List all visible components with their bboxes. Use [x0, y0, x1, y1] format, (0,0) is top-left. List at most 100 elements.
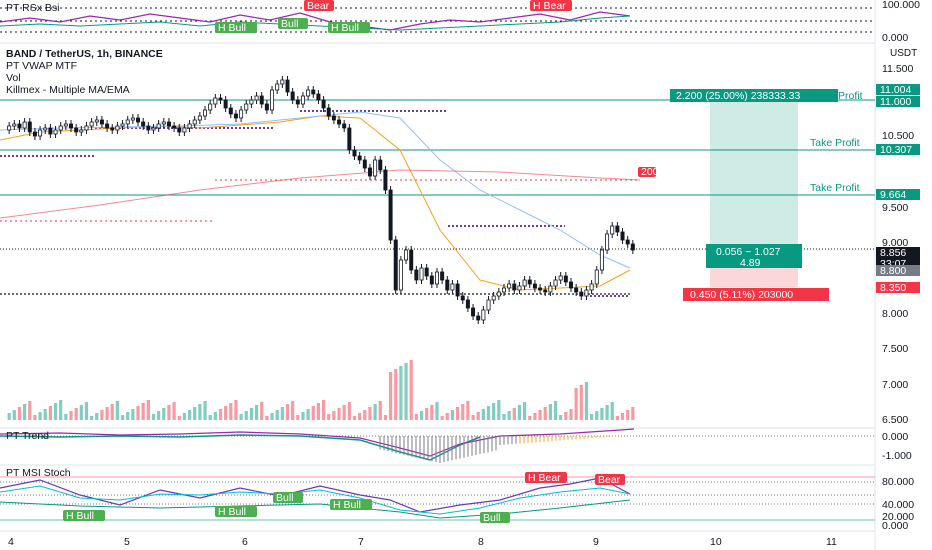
stoch-signal-bear: Bear	[595, 474, 625, 486]
volume-bar	[213, 412, 217, 420]
price-tag: 8.800	[876, 265, 920, 277]
price-tag: 9.664	[876, 189, 920, 201]
volume-bar	[430, 405, 434, 420]
candle-body	[244, 103, 249, 111]
volume-bar	[378, 401, 382, 420]
volume-bar	[342, 405, 346, 420]
candle-body	[331, 115, 336, 121]
volume-bar	[548, 404, 552, 420]
volume-bar	[115, 401, 119, 420]
volume-bar	[105, 407, 109, 420]
volume-bar	[48, 406, 52, 420]
price-tag: 8.350	[876, 282, 920, 294]
candle-body	[99, 119, 104, 125]
symbol-title[interactable]: BAND / TetherUS, 1h, BINANCE	[6, 48, 163, 60]
volume-bar	[435, 402, 439, 420]
time-axis[interactable]: 4 5 6 7 8 9 10 11	[8, 536, 837, 548]
volume-bar	[146, 400, 150, 420]
stoch-tick: 20.000	[882, 511, 914, 523]
volume-bar	[126, 412, 130, 420]
price-axis[interactable]: 11.500 10.500 9.500 9.000 8.000 7.500 7.000 6.5…	[876, 0, 920, 532]
svg-text:H Bear: H Bear	[533, 0, 566, 12]
rsx-tick: 100.000	[882, 0, 920, 11]
candle-body	[79, 129, 84, 133]
time-tick: 10	[710, 536, 722, 548]
volume-bar	[528, 416, 532, 420]
volume-bar	[327, 414, 331, 420]
candle-body	[27, 121, 32, 133]
volume-bar	[404, 363, 408, 420]
candle-body	[161, 121, 166, 125]
volume-bar	[523, 402, 527, 420]
candle-body	[141, 121, 146, 127]
candle-body	[239, 109, 244, 119]
rsx-pane-title[interactable]: PT RSx Bsi	[6, 2, 60, 14]
candle-body	[197, 115, 202, 121]
candle-body	[599, 249, 604, 271]
trend-pane[interactable]	[0, 428, 875, 463]
price-pane[interactable]: 2.200 (25.00%) 238333.33 Profit Take Pro…	[0, 76, 875, 420]
candle-body	[507, 283, 512, 289]
volume-bar	[507, 411, 511, 420]
volume-bar	[110, 404, 114, 420]
rsx-pane[interactable]	[0, 7, 875, 33]
candle-body	[151, 127, 156, 131]
candle-body	[7, 125, 12, 131]
time-tick: 9	[593, 536, 599, 548]
volume-bar	[187, 410, 192, 420]
volume-bar	[59, 400, 63, 420]
volume-bar	[285, 404, 290, 420]
volume-bar	[569, 409, 573, 420]
profit-zone[interactable]	[710, 100, 798, 249]
candle-body	[594, 269, 599, 285]
volume-bar	[306, 409, 310, 420]
candle-body	[306, 89, 311, 97]
svg-text:H Bull: H Bull	[66, 510, 94, 522]
volume-bar	[590, 414, 594, 420]
currency-label[interactable]: USDT	[890, 48, 918, 59]
candle-body	[352, 149, 357, 157]
candle-body	[424, 267, 429, 277]
candle-body	[414, 269, 419, 281]
volume-bar	[399, 366, 403, 420]
indicator-vwap[interactable]: PT VWAP MTF	[6, 60, 77, 72]
volume-bar	[64, 414, 68, 420]
candle-body	[130, 117, 135, 121]
svg-text:Bull: Bull	[281, 18, 299, 30]
candle-body	[84, 125, 89, 131]
volume-bar	[363, 410, 367, 420]
candle-body	[367, 167, 372, 177]
rsx-tick: 0.000	[882, 32, 908, 44]
candle-body	[615, 225, 620, 233]
indicator-ma[interactable]: Killmex - Multiple MA/EMA	[6, 84, 130, 96]
volume-bar	[440, 416, 444, 420]
stoch-pane[interactable]	[0, 476, 875, 521]
candle-body	[589, 283, 594, 291]
candle-body	[440, 271, 445, 281]
volume-bar	[43, 409, 47, 420]
take-profit-label-2: Take Profit	[810, 182, 860, 194]
volume-bar	[388, 372, 393, 420]
candle-body	[74, 127, 79, 133]
candle-body	[512, 283, 517, 291]
candle-body	[460, 295, 465, 301]
trend-pane-title[interactable]: PT Trend	[6, 430, 49, 442]
volume-bar	[461, 404, 465, 420]
candle-body	[605, 233, 610, 251]
volume-bar	[543, 407, 547, 420]
candle-body	[476, 315, 481, 321]
candle-body	[166, 121, 171, 127]
volume-bar	[224, 406, 228, 420]
stoch-pane-title[interactable]: PT MSI Stoch	[6, 467, 71, 479]
stoch-signal-bull: H Bull	[330, 499, 372, 511]
candle-body	[398, 259, 403, 291]
indicator-vol[interactable]: Vol	[6, 72, 21, 84]
candle-body	[270, 89, 275, 111]
svg-text:H Bull: H Bull	[333, 499, 361, 511]
volume-bar	[610, 402, 614, 420]
volume-bar	[275, 410, 279, 420]
rsx-signal-bull: H Bull	[215, 22, 257, 34]
svg-text:11.004: 11.004	[880, 84, 911, 96]
price-tick: 9.500	[882, 202, 908, 214]
